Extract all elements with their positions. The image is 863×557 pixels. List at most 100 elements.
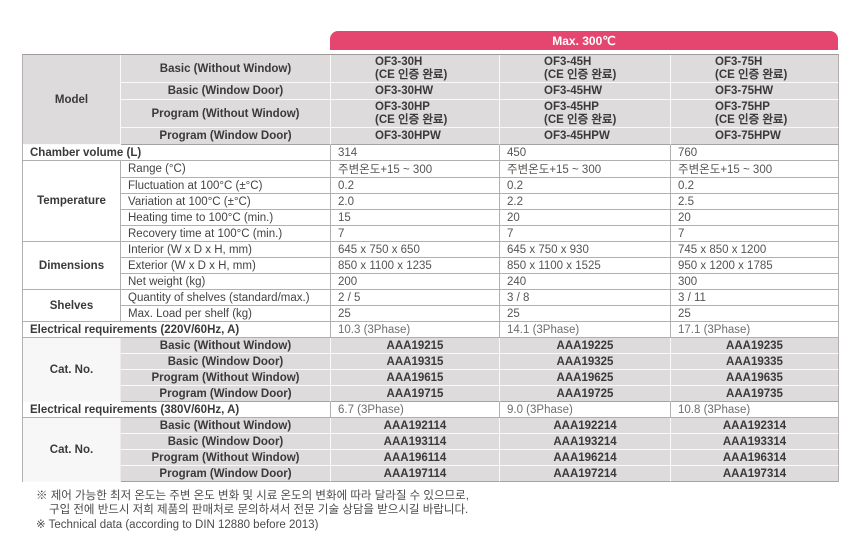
spec-value: 17.1 (3Phase) (671, 322, 839, 338)
spec-value: 0.2 (500, 178, 671, 194)
spec-value: 314 (331, 145, 500, 161)
catno-value: AAA19235 (671, 338, 839, 354)
spec-value: 6.7 (3Phase) (331, 402, 500, 418)
model-name-cell: OF3-75HP (CE 인증 완료) (671, 100, 839, 128)
model-variant-label: Basic (Without Window) (121, 55, 331, 83)
catno-value: AAA19335 (671, 354, 839, 370)
model-name-cell: OF3-75HPW (671, 128, 839, 145)
model-name-cell: OF3-45HP (CE 인증 완료) (500, 100, 671, 128)
spec-table: Model Basic (Without Window) OF3-30H (CE … (22, 54, 839, 482)
model-name-cell: OF3-45H (CE 인증 완료) (500, 55, 671, 83)
spec-value: 10.3 (3Phase) (331, 322, 500, 338)
catno-value: AAA197214 (500, 466, 671, 482)
row-label: Net weight (kg) (121, 274, 331, 290)
spec-value: 15 (331, 210, 500, 226)
model-name-cell: OF3-75HW (671, 83, 839, 100)
temperature-section-header: Temperature (23, 161, 121, 242)
spec-value: 25 (500, 306, 671, 322)
spec-value: 20 (500, 210, 671, 226)
note-line-3: ※ Technical data (according to DIN 12880… (36, 519, 319, 531)
spec-value: 25 (331, 306, 500, 322)
spec-value: 7 (671, 226, 839, 242)
row-label: Range (°C) (121, 161, 331, 178)
spec-value: 850 x 1100 x 1525 (500, 258, 671, 274)
spec-value: 3 / 8 (500, 290, 671, 306)
ce-mark: (CE 인증 완료) (715, 68, 788, 81)
model-name-cell: OF3-30HW (331, 83, 500, 100)
spec-value: 2 / 5 (331, 290, 500, 306)
spec-value: 0.2 (671, 178, 839, 194)
dimensions-section-header: Dimensions (23, 242, 121, 290)
row-label: Recovery time at 100°C (min.) (121, 226, 331, 242)
model-name-cell: OF3-45HW (500, 83, 671, 100)
electrical-220-label: Electrical requirements (220V/60Hz, A) (23, 322, 331, 338)
catno-value: AAA192314 (671, 418, 839, 434)
model-name: OF3-30HP (375, 100, 430, 113)
catno-value: AAA19715 (331, 386, 500, 402)
row-label: Exterior (W x D x H, mm) (121, 258, 331, 274)
ce-mark: (CE 인증 완료) (544, 68, 617, 81)
model-section-header: Model (23, 55, 121, 145)
catno-value: AAA193214 (500, 434, 671, 450)
spec-value: 850 x 1100 x 1235 (331, 258, 500, 274)
catno-variant-label: Program (Window Door) (121, 466, 331, 482)
model-name-cell: OF3-30HPW (331, 128, 500, 145)
max-temp-banner: Max. 300℃ (330, 31, 838, 50)
model-name-cell: OF3-30H (CE 인증 완료) (331, 55, 500, 83)
ce-mark: (CE 인증 완료) (375, 113, 448, 126)
model-name: OF3-30HPW (375, 129, 441, 142)
row-label: Quantity of shelves (standard/max.) (121, 290, 331, 306)
spec-value: 2.2 (500, 194, 671, 210)
spec-value: 10.8 (3Phase) (671, 402, 839, 418)
catno-value: AAA196314 (671, 450, 839, 466)
catno-variant-label: Basic (Window Door) (121, 434, 331, 450)
model-name: OF3-75HPW (715, 129, 781, 142)
note-line-1: ※ 제어 가능한 최저 온도는 주변 온도 변화 및 시료 온도의 변화에 따라… (36, 490, 469, 502)
electrical-380-label: Electrical requirements (380V/60Hz, A) (23, 402, 331, 418)
spec-value: 9.0 (3Phase) (500, 402, 671, 418)
row-label: Variation at 100°C (±°C) (121, 194, 331, 210)
footnotes: ※ 제어 가능한 최저 온도는 주변 온도 변화 및 시료 온도의 변화에 따라… (36, 489, 469, 532)
spec-value: 7 (331, 226, 500, 242)
catno-value: AAA192214 (500, 418, 671, 434)
model-name: OF3-45HP (544, 100, 599, 113)
model-name: OF3-30H (375, 55, 423, 68)
spec-value: 300 (671, 274, 839, 290)
catno-variant-label: Basic (Without Window) (121, 418, 331, 434)
catno-value: AAA192114 (331, 418, 500, 434)
spec-value: 200 (331, 274, 500, 290)
catno-value: AAA197314 (671, 466, 839, 482)
spec-value: 주변온도+15 ~ 300 (671, 161, 839, 178)
model-name: OF3-30HW (375, 84, 434, 97)
row-label: Fluctuation at 100°C (±°C) (121, 178, 331, 194)
catno-value: AAA193314 (671, 434, 839, 450)
spec-value: 주변온도+15 ~ 300 (500, 161, 671, 178)
ce-mark: (CE 인증 완료) (544, 113, 617, 126)
catno-variant-label: Program (Without Window) (121, 370, 331, 386)
model-name: OF3-75HW (715, 84, 774, 97)
spec-value: 745 x 850 x 1200 (671, 242, 839, 258)
model-variant-label: Program (Window Door) (121, 128, 331, 145)
ce-mark: (CE 인증 완료) (375, 68, 448, 81)
spec-value: 645 x 750 x 930 (500, 242, 671, 258)
spec-value: 760 (671, 145, 839, 161)
model-variant-label: Basic (Window Door) (121, 83, 331, 100)
model-name-cell: OF3-30HP (CE 인증 완료) (331, 100, 500, 128)
shelves-section-header: Shelves (23, 290, 121, 322)
catno-variant-label: Program (Without Window) (121, 450, 331, 466)
spec-value: 950 x 1200 x 1785 (671, 258, 839, 274)
model-name: OF3-45HPW (544, 129, 610, 142)
model-name: OF3-75H (715, 55, 763, 68)
catno-value: AAA19325 (500, 354, 671, 370)
catno-value: AAA19735 (671, 386, 839, 402)
catno-value: AAA19315 (331, 354, 500, 370)
catno-value: AAA19615 (331, 370, 500, 386)
model-name: OF3-45HW (544, 84, 603, 97)
spec-value: 240 (500, 274, 671, 290)
ce-mark: (CE 인증 완료) (715, 113, 788, 126)
note-line-2: 구입 전에 반드시 저희 제품의 판매처로 문의하셔서 전문 기술 상담을 받으… (49, 504, 469, 516)
catno-value: AAA196114 (331, 450, 500, 466)
catno-value: AAA19215 (331, 338, 500, 354)
catno-220-section-header: Cat. No. (23, 338, 121, 402)
row-label: Heating time to 100°C (min.) (121, 210, 331, 226)
